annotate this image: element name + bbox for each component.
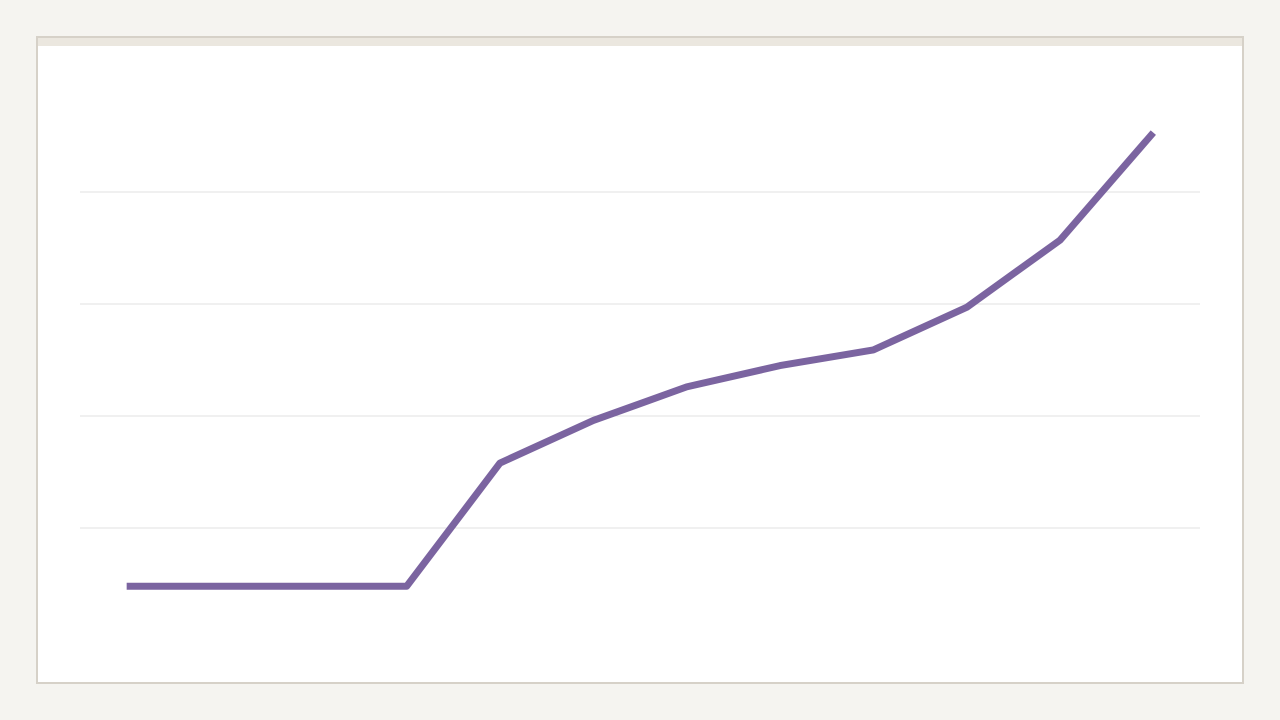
- card-header-strip: [38, 38, 1242, 46]
- data-line: [126, 130, 1156, 590]
- chart-card: [36, 36, 1244, 684]
